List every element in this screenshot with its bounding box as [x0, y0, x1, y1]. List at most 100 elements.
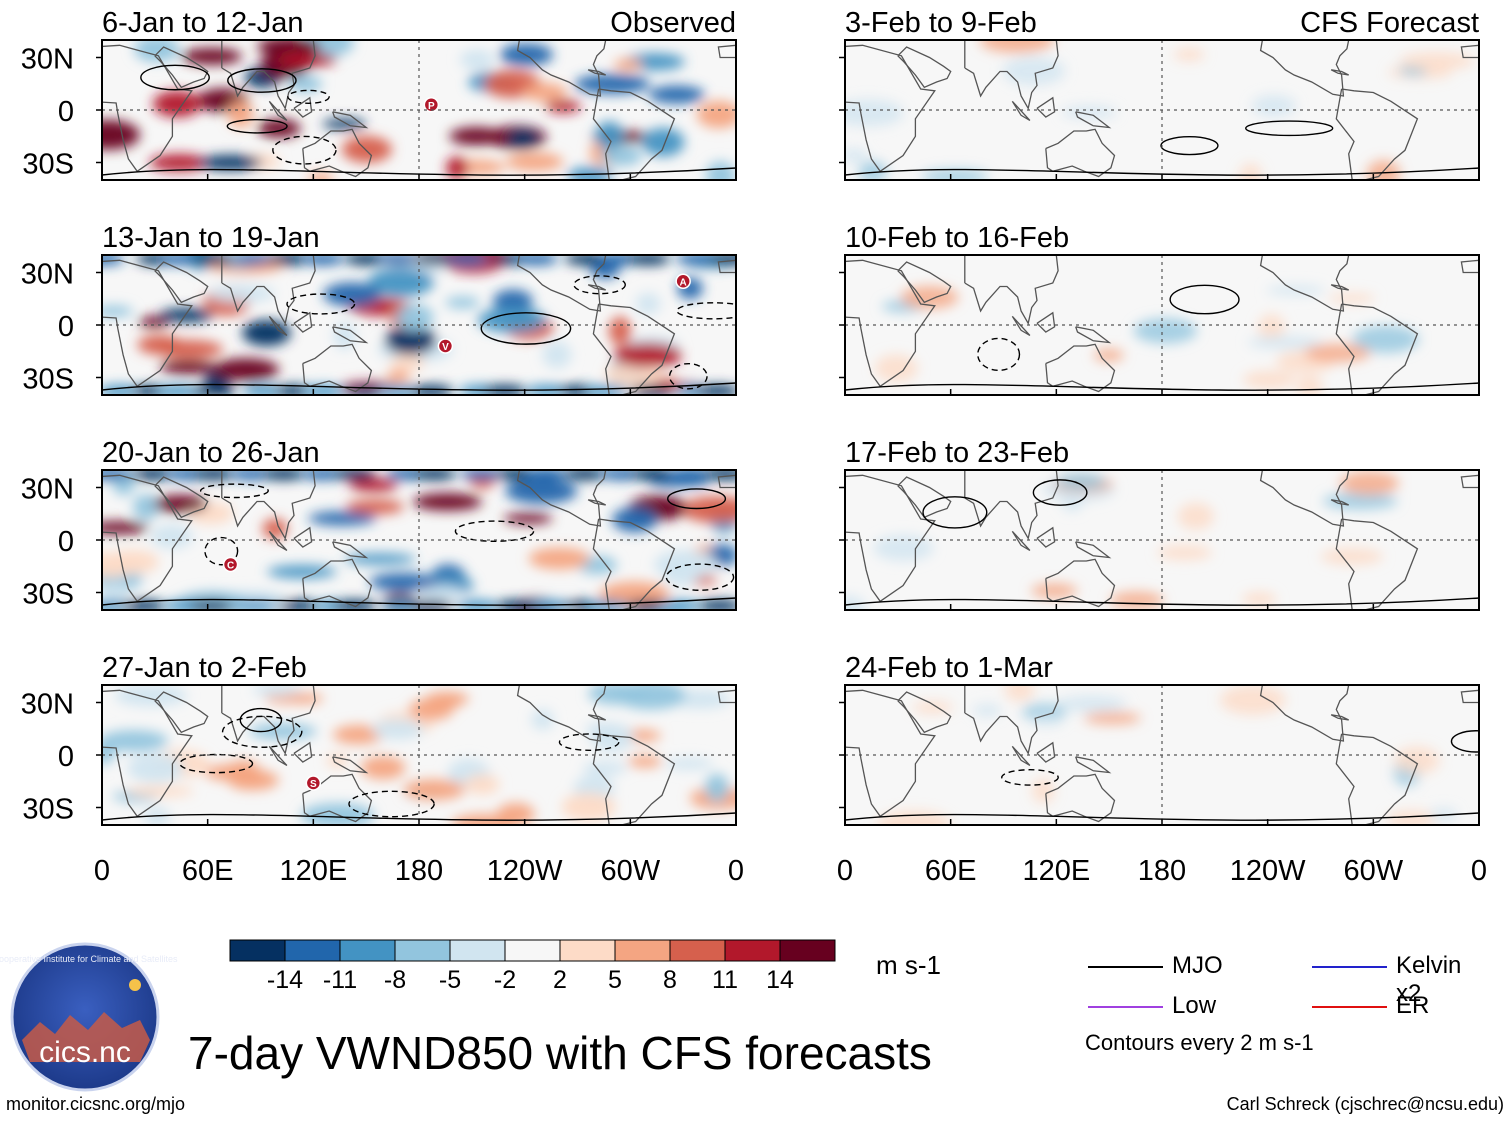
- source-url: monitor.cicsnc.org/mjo: [6, 1094, 186, 1114]
- mjo-contour: [1450, 730, 1479, 753]
- colorbar-swatch: [614, 939, 671, 962]
- coastline: [587, 284, 606, 291]
- wind-anomaly-cell: [262, 518, 288, 540]
- map-panel: P 6-Jan to 12-Jan Observed: [96, 7, 737, 181]
- wind-anomaly-cell: [102, 583, 129, 605]
- wind-anomaly-cell: [389, 354, 425, 371]
- mjo-contour: [977, 337, 1021, 372]
- wave-marker-dot: [675, 273, 691, 289]
- colorbar-tick-label: 2: [553, 966, 567, 994]
- wind-anomaly-cell: [1320, 548, 1384, 566]
- coastline: [154, 691, 209, 734]
- wind-shading: [102, 40, 736, 180]
- wind-anomaly-cell: [1242, 591, 1277, 607]
- wind-anomaly-cell: [1399, 52, 1475, 70]
- wind-anomaly-cell: [1157, 544, 1213, 561]
- coastline: [268, 100, 288, 122]
- legend-label-low: Low: [1172, 992, 1217, 1019]
- wind-anomaly-cell: [545, 100, 581, 113]
- wind-anomaly-band: [675, 255, 720, 265]
- contour-interval-note: Contours every 2 m s-1: [1085, 1030, 1314, 1055]
- wind-anomaly-cell: [341, 135, 392, 163]
- wind-anomaly-cell: [180, 47, 243, 65]
- mjo-contour: [845, 812, 1479, 821]
- wind-anomaly-band: [626, 255, 671, 265]
- wind-anomaly-cell: [503, 513, 553, 524]
- wind-anomaly-cell: [1242, 370, 1296, 389]
- wave-marker-dot: [222, 556, 239, 573]
- mjo-contours: [102, 483, 736, 606]
- y-tick-label: 30S: [22, 149, 74, 181]
- y-tick-label: 0: [58, 526, 74, 558]
- wind-anomaly-cell: [561, 792, 616, 822]
- wind-anomaly-cell: [449, 127, 504, 146]
- wind-anomaly-cell: [1061, 105, 1118, 119]
- mjo-contour: [287, 89, 330, 104]
- coastline: [1460, 689, 1479, 704]
- wind-anomaly-cell: [601, 145, 643, 166]
- wind-anomaly-band: [562, 470, 607, 480]
- wind-anomaly-cell: [972, 704, 1002, 717]
- coastline: [717, 44, 736, 59]
- wind-anomaly-cell: [845, 595, 866, 610]
- wind-anomaly-band: [564, 255, 609, 265]
- wind-anomaly-cell: [212, 358, 280, 381]
- coastline: [1460, 44, 1479, 59]
- wind-anomaly-cell: [384, 326, 437, 355]
- x-tick-label: 60W: [601, 855, 661, 887]
- coastline: [897, 691, 952, 734]
- coastline: [1259, 255, 1350, 312]
- y-tick-label: 30S: [22, 364, 74, 396]
- wind-anomaly-cell: [208, 284, 276, 303]
- panel-content: [845, 685, 1479, 825]
- wind-anomaly-band: [697, 600, 736, 610]
- mjo-contour: [348, 790, 435, 818]
- wind-anomaly-cell: [102, 741, 115, 765]
- wave-marker-dot: [437, 338, 454, 354]
- mjo-contour: [221, 715, 303, 748]
- wind-anomaly-cell: [422, 695, 464, 709]
- coastline: [293, 741, 313, 763]
- mjo-contours: [845, 479, 1479, 606]
- wind-anomaly-band: [234, 600, 279, 610]
- coastline: [1330, 69, 1349, 76]
- mjo-contour: [922, 496, 988, 529]
- wind-anomaly-cell: [344, 553, 416, 565]
- coastline: [154, 261, 209, 304]
- wind-anomaly-cell: [522, 82, 567, 102]
- mjo-contour: [845, 167, 1479, 176]
- wind-anomaly-cell: [395, 304, 434, 331]
- wind-anomaly-cell: [504, 478, 578, 504]
- x-tick-label: 120W: [487, 855, 563, 887]
- wind-anomaly-band: [695, 385, 736, 395]
- mjo-contour: [668, 362, 708, 390]
- wind-anomaly-band: [412, 470, 457, 480]
- wind-anomaly-cell: [635, 292, 661, 315]
- colorbar-swatch: [394, 939, 451, 962]
- mjo-contour: [102, 597, 736, 606]
- wind-anomaly-band: [191, 255, 236, 265]
- wind-anomaly-cell: [1109, 591, 1164, 609]
- mjo-contours: [845, 120, 1479, 176]
- chart-title: 7-day VWND850 with CFS forecasts: [188, 1027, 932, 1079]
- wind-anomaly-cell: [979, 40, 1055, 54]
- coastline: [1036, 311, 1056, 333]
- wind-anomaly-cell: [360, 756, 406, 780]
- mjo-contours: [845, 730, 1479, 821]
- mjo-contour: [845, 382, 1479, 391]
- coastline: [1335, 88, 1419, 180]
- wind-anomaly-cell: [308, 511, 377, 526]
- coastline: [154, 476, 209, 519]
- wind-anomaly-band: [267, 255, 312, 265]
- wind-anomaly-cell: [900, 285, 959, 310]
- x-tick-label: 0: [837, 855, 853, 887]
- coastline: [964, 40, 1059, 111]
- panel-period-label: 3-Feb to 9-Feb: [845, 7, 1037, 39]
- panel-content: S: [102, 685, 736, 825]
- coastline: [221, 255, 316, 326]
- y-tick-label: 0: [58, 96, 74, 128]
- coastline: [332, 756, 369, 774]
- wind-anomaly-band: [277, 600, 322, 610]
- wind-anomaly-band: [585, 600, 630, 610]
